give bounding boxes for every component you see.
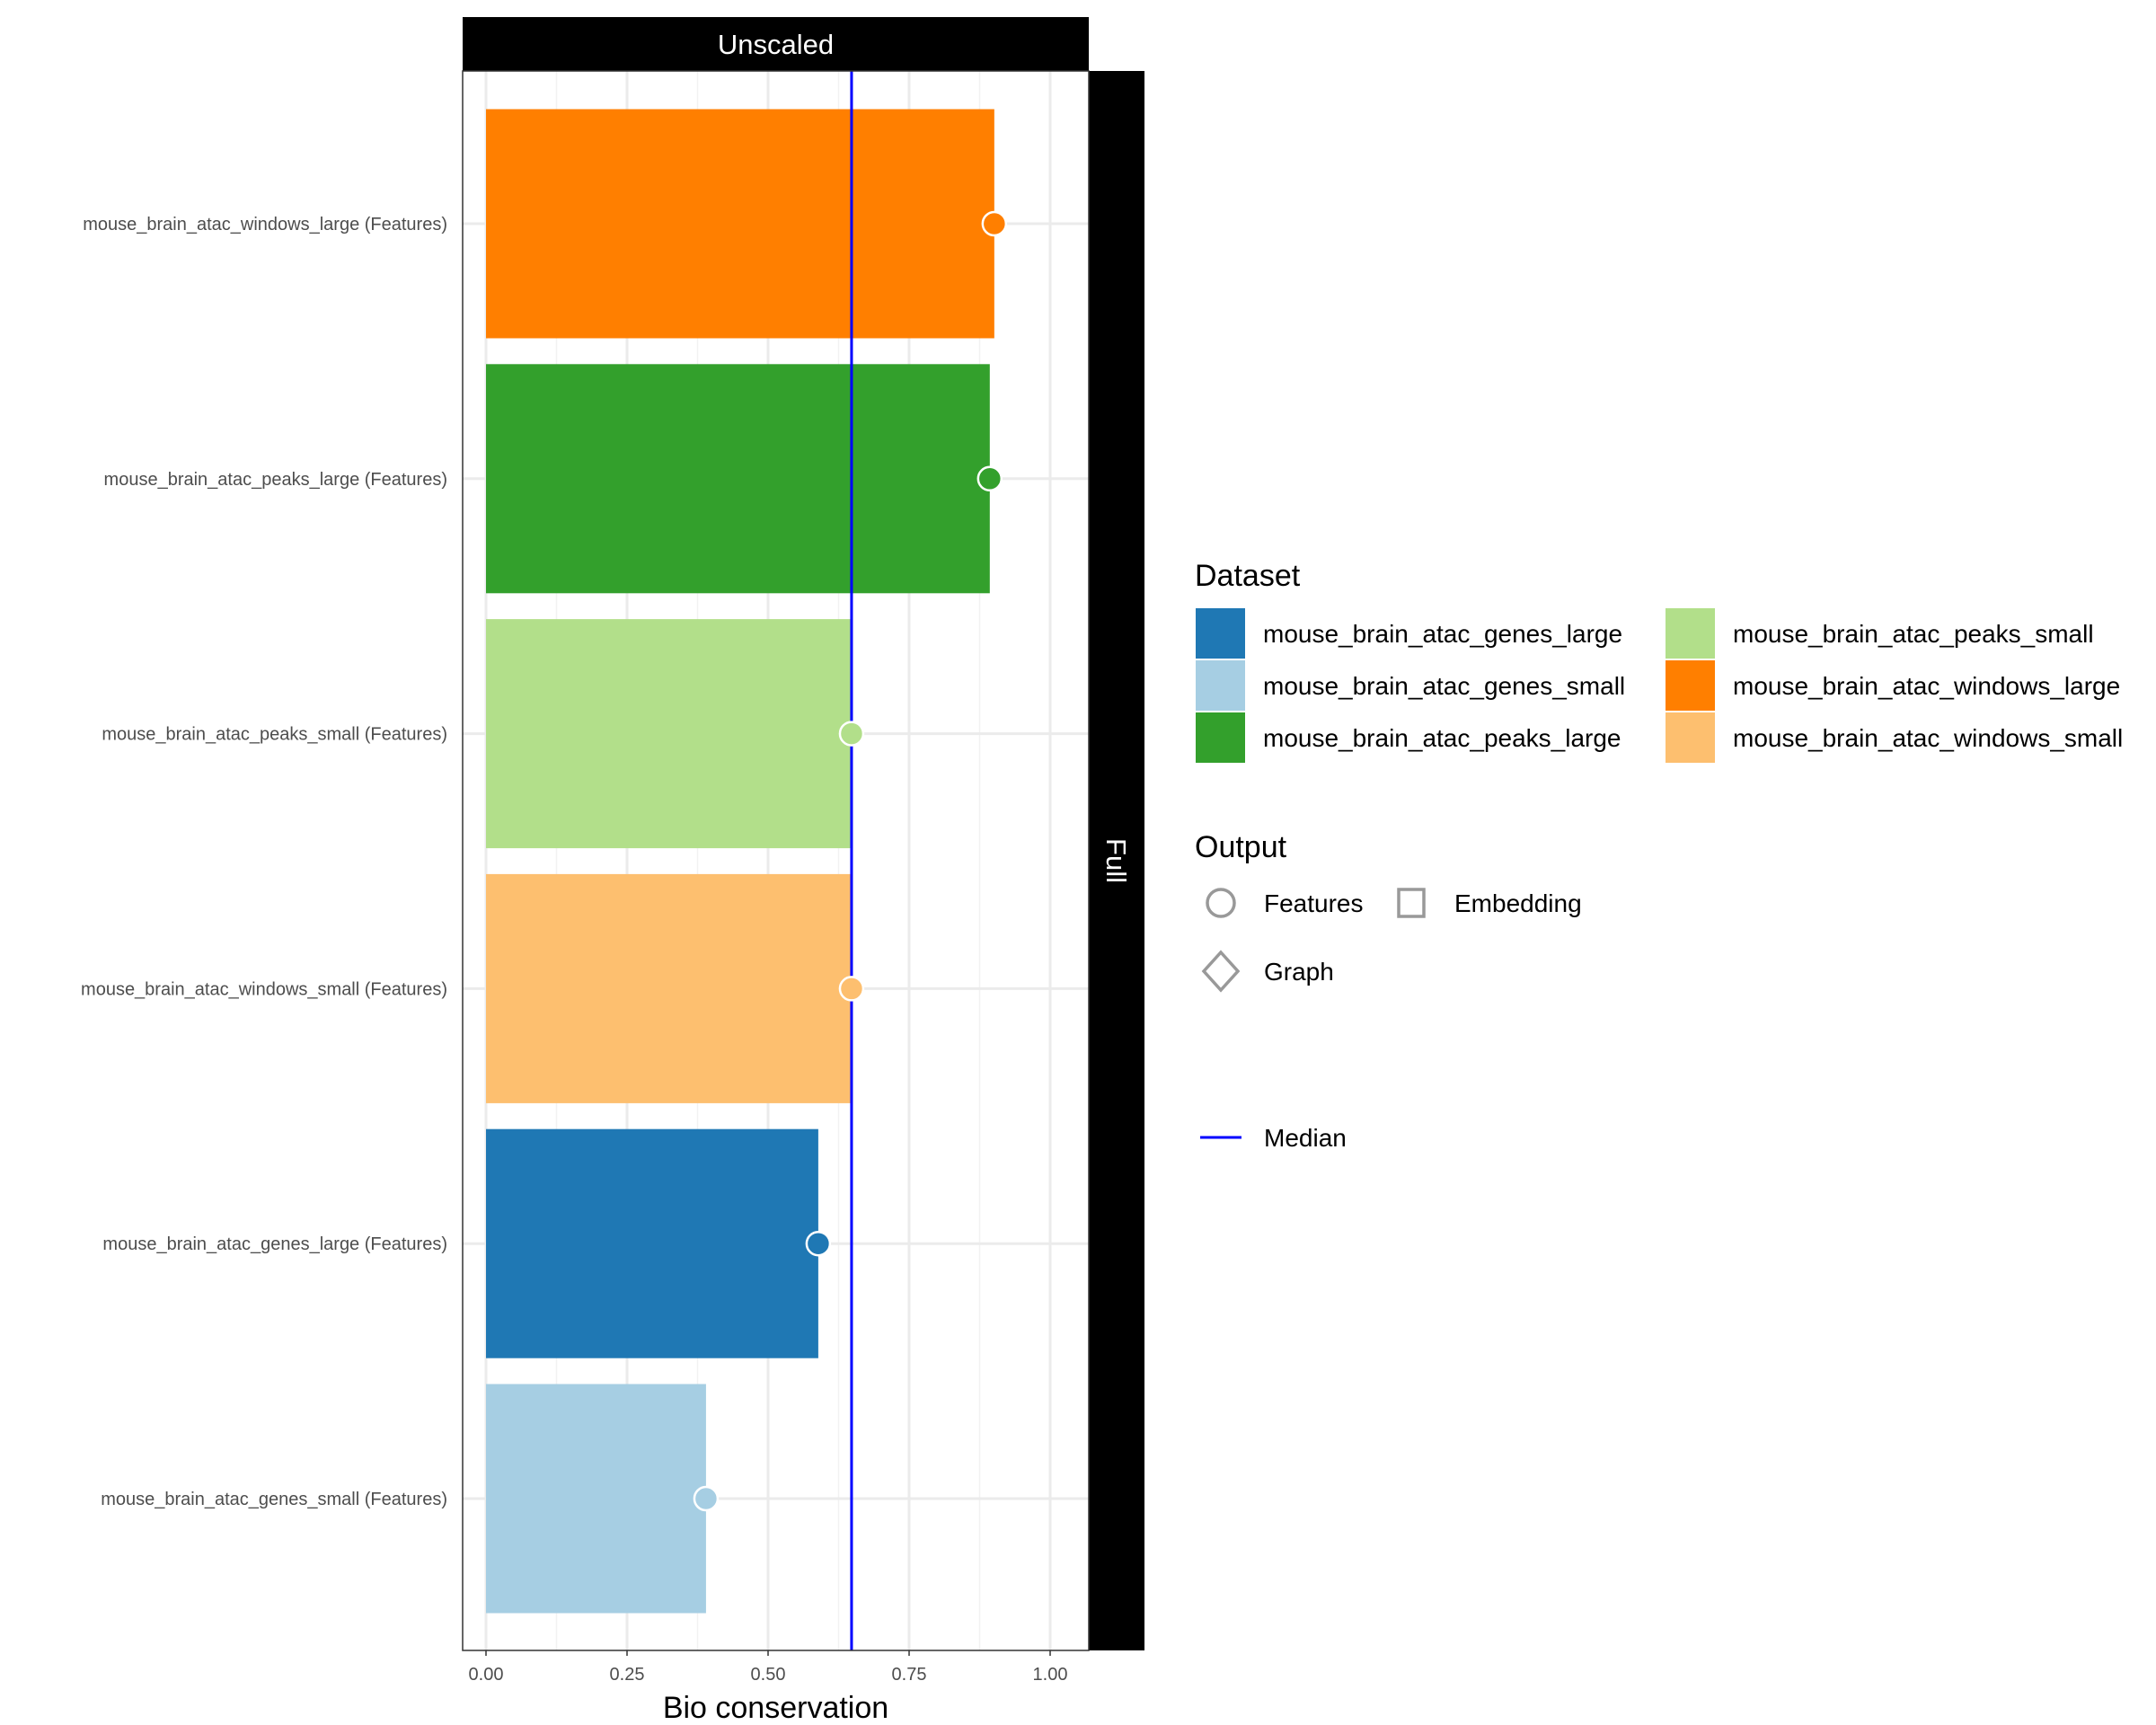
legend-median-label: Median	[1264, 1124, 1347, 1152]
legend-label-mouse_brain_atac_peaks_small: mouse_brain_atac_peaks_small	[1733, 620, 2094, 648]
legend-dataset-entries: mouse_brain_atac_genes_large mouse_brain_…	[1196, 608, 2123, 763]
circle-shape-icon	[1206, 888, 1236, 918]
legend: Dataset mouse_brain_atac_genes_largemous…	[1195, 559, 2123, 1152]
x-tick-label: 0.25	[610, 1665, 645, 1685]
x-tick-label: 0.00	[469, 1665, 504, 1685]
legend-label-mouse_brain_atac_windows_large: mouse_brain_atac_windows_large	[1733, 672, 2120, 700]
bar-mouse_brain_atac_genes_small	[486, 1384, 706, 1614]
x-axis-title: Bio conservation	[663, 1691, 888, 1725]
facet-strip-top	[463, 17, 1089, 71]
point-mouse_brain_atac_windows_small	[838, 976, 865, 1002]
bar-mouse_brain_atac_peaks_small	[486, 619, 852, 849]
legend-label-mouse_brain_atac_windows_small: mouse_brain_atac_windows_small	[1733, 724, 2123, 752]
legend-output-label: Embedding	[1454, 889, 1582, 917]
legend-output-entries: Features Embedding Graph	[1201, 888, 1582, 993]
y-tick-label: mouse_brain_atac_windows_small (Features…	[81, 979, 447, 999]
legend-key-mouse_brain_atac_windows_large	[1666, 660, 1715, 711]
point-mouse_brain_atac_genes_small	[693, 1485, 720, 1512]
legend-label-mouse_brain_atac_peaks_large: mouse_brain_atac_peaks_large	[1263, 724, 1621, 752]
legend-output-label: Features	[1264, 889, 1364, 917]
legend-output-label: Graph	[1264, 958, 1334, 986]
bar-mouse_brain_atac_windows_large	[486, 109, 994, 339]
legend-key-mouse_brain_atac_peaks_large	[1196, 712, 1245, 763]
point-mouse_brain_atac_windows_large	[981, 210, 1008, 237]
plot-panel	[463, 71, 1089, 1650]
bar-mouse_brain_atac_windows_small	[486, 873, 852, 1103]
facet-strip-right	[1089, 71, 1144, 1650]
legend-dataset-title: Dataset	[1195, 559, 1301, 593]
bar-mouse_brain_atac_peaks_large	[486, 364, 990, 594]
legend-key-mouse_brain_atac_peaks_small	[1666, 608, 1715, 659]
facet-strip-right-label: Full	[1100, 838, 1132, 883]
point-mouse_brain_atac_peaks_large	[976, 465, 1003, 492]
facet-strip-top-label: Unscaled	[718, 29, 834, 60]
panel-border	[462, 70, 1090, 1651]
point-mouse_brain_atac_peaks_small	[838, 721, 865, 747]
y-axis-labels: mouse_brain_atac_windows_large (Features…	[81, 215, 447, 1509]
x-tick-label: 1.00	[1033, 1665, 1068, 1685]
y-tick-label: mouse_brain_atac_genes_small (Features)	[101, 1490, 447, 1509]
legend-label-mouse_brain_atac_genes_large: mouse_brain_atac_genes_large	[1263, 620, 1622, 648]
diamond-shape-icon	[1201, 950, 1241, 993]
legend-key-mouse_brain_atac_windows_small	[1666, 712, 1715, 763]
y-tick-label: mouse_brain_atac_genes_large (Features)	[102, 1234, 447, 1254]
bar-mouse_brain_atac_genes_large	[486, 1128, 818, 1358]
x-tick-label: 0.75	[892, 1665, 927, 1685]
y-tick-label: mouse_brain_atac_peaks_large (Features)	[104, 470, 447, 490]
y-tick-label: mouse_brain_atac_windows_large (Features…	[83, 215, 447, 234]
y-tick-label: mouse_brain_atac_peaks_small (Features)	[102, 725, 447, 745]
x-axis-ticks: 0.00 0.25 0.50 0.75 1.00	[469, 1650, 1068, 1685]
x-tick-label: 0.50	[751, 1665, 786, 1685]
legend-key-mouse_brain_atac_genes_small	[1196, 660, 1245, 711]
legend-key-mouse_brain_atac_genes_large	[1196, 608, 1245, 659]
legend-output-title: Output	[1195, 830, 1287, 864]
point-mouse_brain_atac_genes_large	[805, 1230, 832, 1257]
legend-label-mouse_brain_atac_genes_small: mouse_brain_atac_genes_small	[1263, 672, 1625, 700]
square-shape-icon	[1397, 888, 1426, 918]
